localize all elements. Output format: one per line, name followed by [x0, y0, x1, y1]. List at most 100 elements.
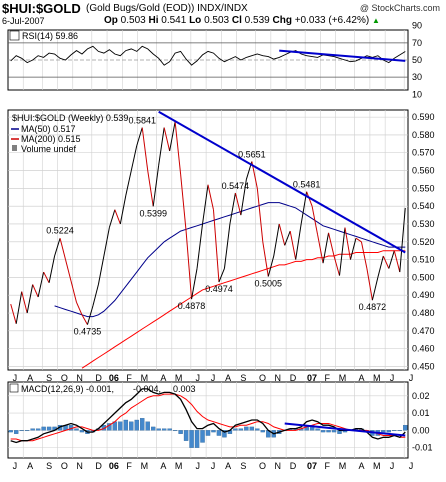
- price-ytick-2: 0.470: [412, 326, 435, 336]
- price-legend-0: MA(50) 0.517: [21, 124, 76, 134]
- macd-hist-bar-57: [320, 430, 326, 433]
- macd-xlabel-12: J: [211, 461, 216, 471]
- macd-xlabel-19: F: [324, 461, 330, 471]
- macd-xlabel-9: A: [160, 461, 166, 471]
- macd-hist-bar-29: [167, 428, 172, 431]
- symbol-description: (Gold Bugs/Gold (EOD)) INDX/INDX: [86, 3, 248, 14]
- price-xlabel-6: 06: [109, 373, 119, 383]
- quote-date: 6-Jul-2007: [2, 16, 45, 26]
- rsi-ytick-3: 70: [412, 38, 422, 48]
- price-xlabel-4: N: [76, 373, 83, 383]
- high-value: 0.541: [161, 15, 187, 26]
- macd-hist-bar-7: [46, 426, 52, 431]
- price-xlabel-18: 07: [307, 373, 317, 383]
- macd-xlabel-2: S: [46, 461, 52, 471]
- price-ytick-11: 0.560: [412, 166, 435, 176]
- price-xlabel-3: O: [61, 373, 68, 383]
- price-legend-1: MA(200) 0.515: [21, 134, 81, 144]
- high-label: Hi: [148, 15, 159, 26]
- price-xlabel-10: M: [175, 373, 183, 383]
- price-ytick-7: 0.520: [412, 237, 435, 247]
- price-annotation-10: 0.4872: [359, 302, 387, 312]
- price-segment-30: [169, 121, 176, 152]
- price-annotation-7: 0.5651: [238, 149, 266, 159]
- price-segment-53: [295, 223, 302, 260]
- price-annotation-0: 0.5224: [46, 226, 74, 236]
- macd-hist-bar-43: [244, 426, 249, 431]
- price-segment-42: [234, 192, 242, 216]
- price-segment-50: [278, 223, 286, 246]
- macd-hist-bar-58: [326, 430, 331, 433]
- price-ytick-5: 0.500: [412, 272, 435, 282]
- open-label: Op: [104, 15, 118, 26]
- price-segment-19: [108, 209, 116, 228]
- price-xlabel-12: J: [211, 373, 216, 383]
- macd-hist-bar-35: [200, 430, 205, 443]
- macd-hist-bar-34: [194, 430, 200, 448]
- price-segment-4: [26, 284, 34, 314]
- price-segment-16: [92, 284, 99, 307]
- close-label: Cl: [231, 15, 242, 26]
- macd-hist-bar-72: [403, 425, 408, 431]
- price-segment-5: [32, 284, 39, 298]
- macd-ytick-3: 0.02: [412, 391, 430, 401]
- macd-xlabel-6: 06: [109, 461, 119, 471]
- copyright-text: @ StockCharts.com: [359, 3, 440, 13]
- price-xlabel-1: A: [27, 373, 33, 383]
- price-segment-68: [377, 255, 384, 278]
- macd-hist-bar-27: [156, 428, 161, 431]
- macd-xlabel-7: F: [126, 461, 132, 471]
- price-segment-15: [86, 305, 94, 325]
- price-segment-18: [103, 227, 110, 257]
- macd-xlabel-17: D: [290, 461, 297, 471]
- macd-xlabel-8: M: [141, 461, 149, 471]
- price-segment-34: [191, 268, 198, 300]
- macd-hist-bar-3: [24, 430, 30, 432]
- rsi-ytick-4: 90: [412, 21, 422, 31]
- macd-hist-bar-68: [381, 430, 386, 433]
- price-segment-70: [388, 250, 395, 269]
- symbol-title: $HUI:$GOLD: [2, 1, 81, 16]
- macd-legend-2: 0.003: [173, 384, 196, 394]
- low-label: Lo: [189, 15, 202, 26]
- price-segment-57: [317, 234, 324, 264]
- macd-ytick-1: 0.00: [412, 425, 430, 435]
- price-segment-27: [152, 165, 160, 207]
- macd-hist-bar-0: [8, 430, 13, 433]
- price-segment-65: [360, 241, 368, 269]
- price-segment-48: [267, 255, 275, 277]
- macd-xlabel-0: J: [13, 461, 18, 471]
- price-legend-2: Volume undef: [21, 144, 77, 154]
- price-xlabel-0: J: [13, 373, 18, 383]
- macd-hist-bar-24: [140, 418, 145, 431]
- rsi-ytick-1: 30: [412, 72, 422, 82]
- price-segment-62: [344, 227, 351, 260]
- macd-hist-bar-36: [205, 430, 211, 436]
- price-xlabel-14: S: [240, 373, 246, 383]
- ma50-line: [54, 202, 406, 318]
- close-value: 0.539: [244, 15, 270, 26]
- price-segment-7: [43, 271, 50, 283]
- price-segment-10: [59, 238, 67, 260]
- price-annotation-3: 0.5399: [139, 208, 167, 218]
- price-segment-47: [262, 241, 269, 277]
- macd-xlabel-15: O: [259, 461, 266, 471]
- macd-hist-bar-32: [183, 430, 189, 441]
- price-segment-43: [240, 179, 247, 216]
- price-segment-3: [21, 291, 28, 314]
- price-xlabel-19: F: [324, 373, 330, 383]
- price-xlabel-24: J: [409, 373, 414, 383]
- price-xlabel-21: A: [359, 373, 365, 383]
- price-title: $HUI:$GOLD (Weekly) 0.539: [12, 113, 128, 123]
- macd-xlabel-3: O: [61, 461, 68, 471]
- macd-xlabel-16: N: [274, 461, 281, 471]
- change-value: +0.033 (+6.42%): [294, 15, 370, 26]
- price-segment-46: [256, 188, 264, 242]
- price-segment-29: [163, 127, 171, 152]
- rsi-legend: RSI(14) 59.86: [22, 31, 78, 41]
- price-segment-67: [371, 277, 379, 301]
- macd-xlabel-24: J: [409, 461, 414, 471]
- price-xlabel-16: N: [274, 373, 281, 383]
- macd-line: [10, 388, 406, 444]
- rsi-ytick-2: 50: [412, 55, 422, 65]
